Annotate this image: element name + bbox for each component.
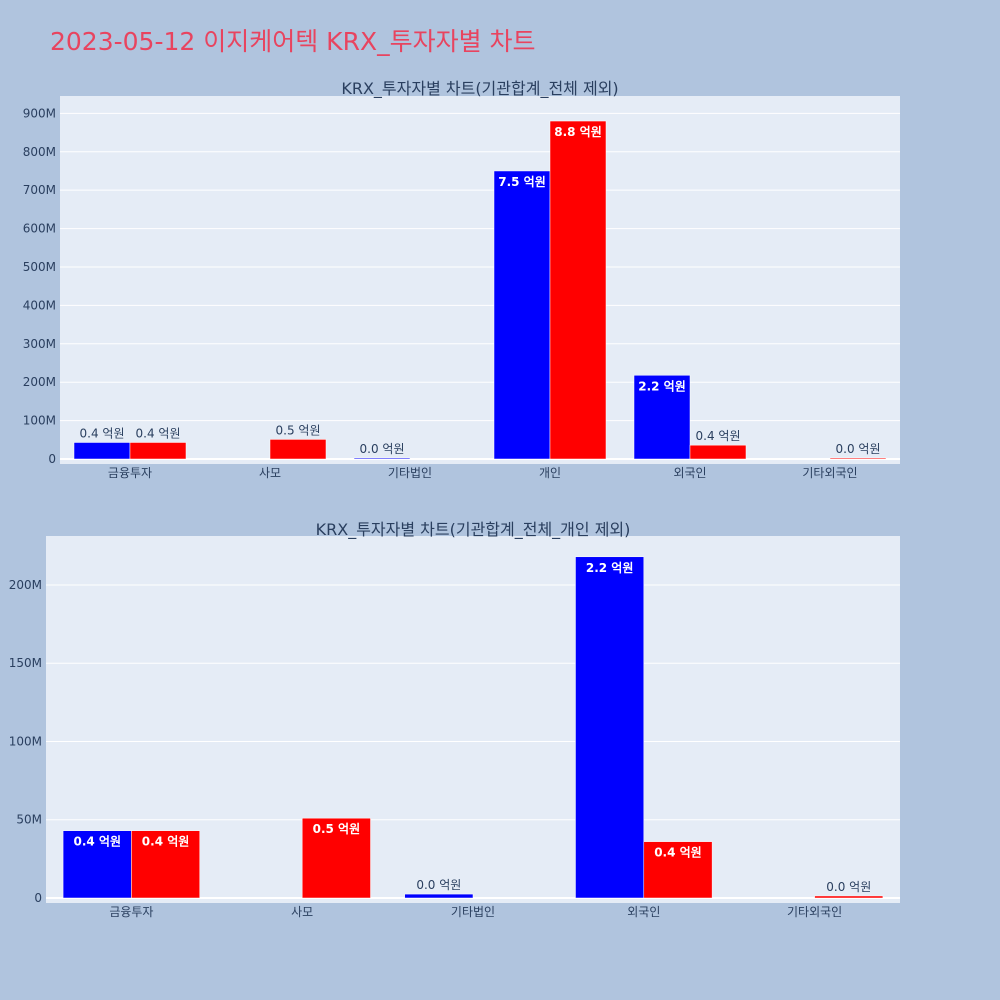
bar [353,457,411,460]
y-tick-label: 400M [23,298,56,312]
chart-title: KRX_투자자별 차트(기관합계_전체 제외) [341,79,618,99]
data-label: 7.5 억원 [498,175,546,189]
x-tick-label: 사모 [291,905,313,919]
data-label: 0.4 억원 [696,429,741,443]
data-label: 0.0 억원 [416,878,461,892]
y-tick-label: 0 [34,891,42,905]
bar [633,375,691,460]
bar [301,817,371,899]
x-tick-label: 금융투자 [108,466,152,480]
bar [493,170,551,460]
data-label: 2.2 억원 [638,379,686,393]
y-tick-label: 200M [9,578,42,592]
bar [269,439,327,460]
x-tick-label: 금융투자 [109,905,153,919]
bar [814,895,884,899]
data-label: 0.4 억원 [136,426,181,440]
x-tick-label: 개인 [539,466,561,480]
data-label: 0.0 억원 [826,880,871,894]
bar [549,120,607,460]
y-tick-label: 0 [48,452,56,466]
bar [689,444,747,460]
x-tick-label: 기타외국인 [787,905,842,919]
x-tick-label: 외국인 [673,466,706,480]
y-tick-label: 700M [23,183,56,197]
x-tick-label: 사모 [259,466,281,480]
bar [575,556,645,899]
y-tick-label: 600M [23,222,56,236]
data-label: 0.0 억원 [360,442,405,456]
y-tick-label: 800M [23,145,56,159]
y-tick-label: 150M [9,656,42,670]
y-tick-label: 200M [23,375,56,389]
data-label: 0.4 억원 [142,835,190,849]
x-tick-label: 외국인 [627,905,660,919]
x-tick-label: 기타법인 [451,905,495,919]
page-title: 2023-05-12 이지케어텍 KRX_투자자별 차트 [50,27,536,56]
bar [129,442,187,460]
chart-2: 0 50M 100M 150M 200M KRX_투자자별 차트(기관합계_전체_개인 제… [9,520,900,919]
bar [73,442,131,460]
plot-area [60,96,900,464]
bar [829,457,887,460]
data-label: 8.8 억원 [554,125,602,139]
data-label: 0.4 억원 [80,426,125,440]
bar [643,841,713,899]
data-label: 0.0 억원 [836,442,881,456]
y-tick-label: 300M [23,337,56,351]
y-tick-label: 50M [16,813,42,827]
y-tick-label: 500M [23,260,56,274]
y-tick-label: 100M [9,734,42,748]
chart-1: 0 100M 200M 300M 400M 500M 600M 700M 800M 900M KRX… [23,79,900,480]
x-tick-label: 기타외국인 [802,466,857,480]
y-tick-label: 900M [23,106,56,120]
data-label: 0.4 억원 [73,835,121,849]
data-label: 2.2 억원 [586,561,634,575]
x-tick-label: 기타법인 [388,466,432,480]
data-label: 0.4 억원 [654,846,702,860]
bar [404,893,474,899]
y-tick-label: 100M [23,414,56,428]
data-label: 0.5 억원 [276,423,321,437]
data-label: 0.5 억원 [313,822,361,836]
chart-title: KRX_투자자별 차트(기관합계_전체_개인 제외) [316,520,631,540]
bar [131,830,200,899]
